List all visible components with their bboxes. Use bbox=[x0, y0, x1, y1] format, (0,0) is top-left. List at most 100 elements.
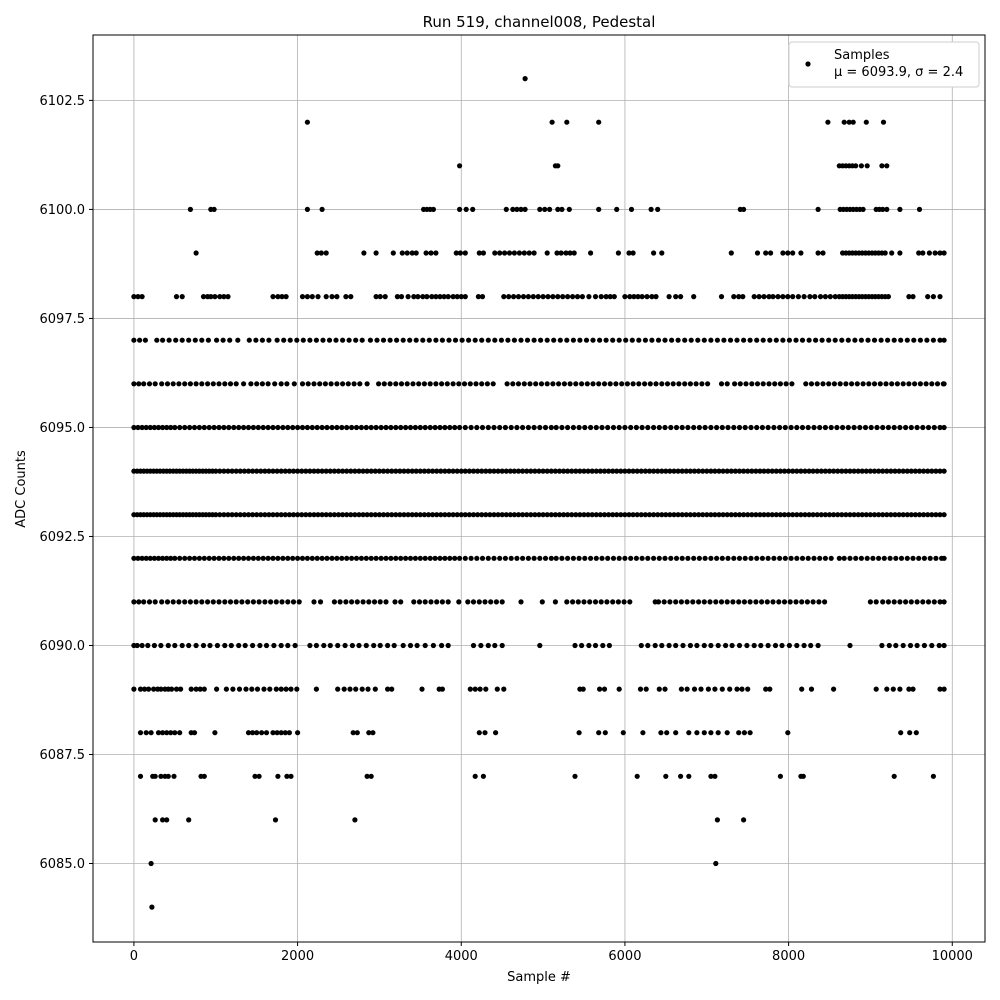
x-tick-label: 4000 bbox=[445, 949, 478, 964]
data-point bbox=[567, 250, 573, 256]
data-point bbox=[847, 512, 853, 518]
data-point bbox=[700, 512, 706, 518]
data-point bbox=[304, 294, 310, 300]
data-point bbox=[216, 381, 222, 387]
data-point bbox=[457, 555, 463, 561]
data-point bbox=[725, 424, 731, 431]
data-point bbox=[663, 468, 669, 474]
data-point bbox=[267, 686, 273, 692]
data-point bbox=[820, 250, 826, 256]
data-point bbox=[231, 424, 237, 431]
data-point bbox=[385, 686, 391, 692]
data-point bbox=[422, 642, 428, 649]
data-point bbox=[237, 468, 243, 474]
data-point bbox=[331, 599, 337, 605]
data-point bbox=[258, 512, 264, 518]
data-point bbox=[498, 337, 504, 343]
data-point bbox=[328, 381, 334, 387]
data-point bbox=[524, 512, 530, 518]
data-point bbox=[708, 555, 714, 561]
data-point bbox=[712, 686, 718, 692]
data-point bbox=[878, 337, 884, 343]
data-point bbox=[414, 642, 420, 649]
data-point bbox=[892, 468, 898, 474]
data-point bbox=[272, 381, 278, 387]
data-point bbox=[831, 381, 838, 387]
data-point bbox=[479, 512, 485, 518]
data-point bbox=[221, 424, 227, 431]
data-point bbox=[786, 512, 792, 518]
data-point bbox=[143, 555, 149, 561]
data-point bbox=[372, 686, 378, 692]
data-point bbox=[818, 468, 824, 474]
data-point bbox=[327, 512, 333, 518]
data-point bbox=[492, 337, 498, 343]
data-point bbox=[284, 381, 290, 387]
data-point bbox=[187, 599, 193, 605]
data-point bbox=[876, 468, 882, 474]
data-point bbox=[363, 642, 369, 649]
data-point bbox=[754, 250, 761, 256]
data-point bbox=[565, 424, 571, 431]
data-point bbox=[790, 294, 796, 300]
data-point bbox=[286, 512, 292, 518]
data-point bbox=[607, 294, 613, 300]
data-point bbox=[659, 381, 665, 387]
data-point bbox=[736, 730, 742, 736]
data-point bbox=[152, 773, 158, 779]
data-point bbox=[912, 468, 919, 474]
data-point bbox=[364, 512, 370, 518]
data-point bbox=[929, 468, 935, 474]
data-point bbox=[573, 512, 579, 518]
data-point bbox=[323, 250, 329, 256]
data-point bbox=[628, 206, 635, 212]
data-point bbox=[847, 642, 853, 649]
data-point bbox=[254, 468, 260, 474]
data-point bbox=[528, 468, 534, 474]
data-point bbox=[651, 468, 657, 474]
data-point bbox=[718, 599, 725, 605]
data-point bbox=[405, 512, 411, 518]
data-point bbox=[810, 512, 816, 518]
data-point bbox=[745, 468, 751, 474]
data-point bbox=[891, 424, 897, 431]
data-point bbox=[941, 250, 947, 256]
data-point bbox=[420, 337, 426, 343]
data-point bbox=[172, 730, 178, 736]
data-point bbox=[614, 468, 620, 474]
data-point bbox=[627, 294, 633, 300]
data-point bbox=[491, 424, 497, 431]
data-point bbox=[516, 250, 523, 256]
data-point bbox=[299, 294, 306, 300]
data-point bbox=[340, 337, 346, 343]
data-point bbox=[720, 468, 726, 474]
data-point bbox=[254, 686, 261, 692]
data-point bbox=[347, 686, 353, 692]
data-point bbox=[250, 730, 256, 736]
data-point bbox=[685, 424, 691, 431]
data-point bbox=[573, 381, 579, 387]
data-point bbox=[772, 642, 779, 649]
data-point bbox=[854, 381, 860, 387]
data-point bbox=[582, 555, 588, 561]
data-point bbox=[487, 512, 493, 518]
data-point bbox=[245, 468, 252, 474]
data-point bbox=[727, 337, 734, 343]
data-point bbox=[742, 424, 748, 431]
data-point bbox=[603, 294, 609, 300]
data-point bbox=[164, 424, 170, 431]
data-point bbox=[840, 424, 846, 431]
data-point bbox=[211, 555, 217, 561]
data-point bbox=[210, 599, 216, 605]
data-point bbox=[716, 512, 722, 518]
data-point bbox=[636, 381, 642, 387]
data-point bbox=[266, 468, 272, 474]
data-point bbox=[439, 599, 445, 605]
data-point bbox=[930, 337, 937, 343]
data-point bbox=[913, 730, 919, 736]
data-point bbox=[941, 424, 947, 431]
data-point bbox=[392, 599, 398, 605]
data-point bbox=[691, 468, 698, 474]
data-point bbox=[712, 773, 718, 779]
